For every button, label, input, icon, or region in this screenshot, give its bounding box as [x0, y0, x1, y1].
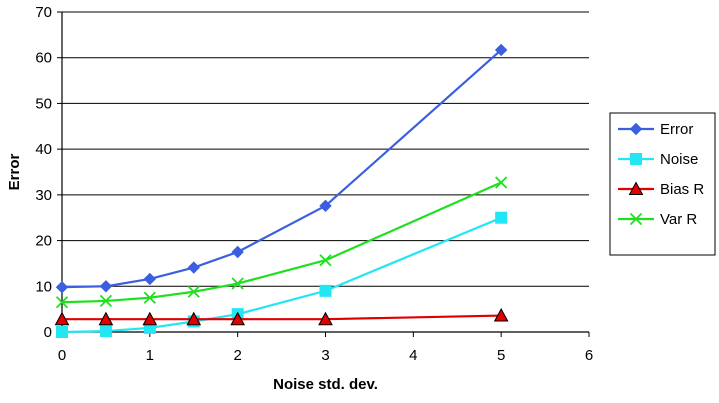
- data-point-bias-r: [142, 311, 158, 326]
- series-line-noise: [61, 216, 502, 334]
- series-line-bias-r: [62, 314, 502, 321]
- legend-swatch-marker: [628, 181, 644, 195]
- data-point-noise: [495, 211, 508, 224]
- y-tick-label: 20: [35, 233, 52, 250]
- data-point-var-r: [55, 296, 69, 309]
- x-tick-label: 6: [585, 347, 593, 364]
- legend-item-error: Error: [618, 121, 693, 138]
- y-tick-label: 40: [35, 141, 52, 158]
- y-tick-label: 50: [35, 95, 52, 112]
- axes: [61, 12, 589, 333]
- y-axis-title: Error: [6, 154, 23, 191]
- y-tick-label: 60: [35, 50, 52, 67]
- legend-label: Var R: [660, 211, 697, 228]
- data-point-var-r: [187, 285, 200, 298]
- data-point-var-r: [99, 294, 113, 308]
- x-tick-label: 3: [321, 347, 329, 364]
- x-tick-label: 1: [146, 347, 154, 364]
- series: [54, 43, 509, 338]
- x-tick-label: 0: [58, 347, 66, 364]
- data-point-error: [494, 43, 508, 57]
- tick-marks: 0 10 20 30 40 50 60 70 0 1 2 3 4 5 6: [35, 4, 593, 364]
- data-point-noise: [319, 284, 332, 297]
- x-tick-label: 4: [409, 347, 417, 364]
- legend-item-var-r: Var R: [618, 211, 697, 228]
- series-var-r: [55, 176, 508, 309]
- data-point-error: [187, 261, 200, 274]
- data-point-error: [319, 199, 332, 213]
- legend-swatch-marker: [630, 153, 642, 165]
- legend-item-noise: Noise: [618, 151, 698, 168]
- y-tick-label: 10: [35, 278, 52, 295]
- data-point-bias-r: [186, 311, 202, 326]
- data-point-error: [55, 280, 69, 294]
- legend-swatch-marker: [629, 122, 643, 136]
- data-point-bias-r: [318, 311, 333, 326]
- legend-item-bias-r: Bias R: [618, 181, 704, 198]
- legend-label: Error: [660, 121, 693, 138]
- gridlines: [62, 11, 589, 287]
- series-bias-r: [54, 307, 509, 326]
- data-point-var-r: [495, 176, 508, 189]
- legend: Error Noise Bias R Var R: [609, 112, 716, 256]
- data-point-bias-r: [230, 311, 246, 326]
- y-tick-label: 0: [44, 324, 52, 341]
- data-point-bias-r: [493, 307, 509, 322]
- data-point-bias-r: [98, 311, 114, 326]
- data-point-var-r: [143, 291, 156, 304]
- x-tick-label: 2: [233, 347, 241, 364]
- data-point-error: [143, 272, 157, 286]
- legend-label: Noise: [660, 151, 698, 168]
- legend-box: [609, 112, 716, 256]
- legend-swatch-marker: [629, 212, 643, 226]
- series-line-var-r: [61, 181, 502, 304]
- series-line-error: [61, 49, 502, 289]
- data-point-error: [99, 280, 113, 293]
- x-axis-title: Noise std. dev.: [273, 376, 378, 393]
- data-point-noise: [56, 326, 68, 338]
- series-error: [55, 43, 508, 294]
- data-point-noise: [99, 325, 112, 338]
- y-tick-label: 30: [35, 187, 52, 204]
- data-point-bias-r: [54, 311, 70, 326]
- y-tick-label: 70: [35, 4, 52, 21]
- legend-label: Bias R: [660, 181, 704, 198]
- x-tick-label: 5: [497, 347, 505, 364]
- data-point-var-r: [319, 254, 332, 267]
- data-point-var-r: [231, 277, 244, 290]
- data-point-error: [231, 245, 244, 259]
